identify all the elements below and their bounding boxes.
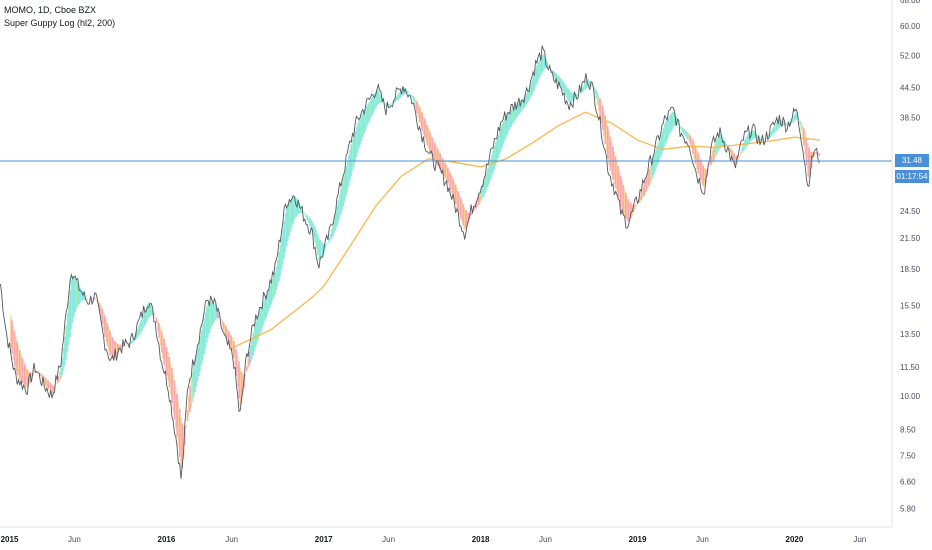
ma-200-line — [231, 111, 821, 349]
indicator-legend[interactable]: Super Guppy Log (hl2, 200) — [4, 18, 116, 28]
price-tick-label: 10.00 — [900, 392, 921, 401]
time-tick-label: 2017 — [315, 535, 333, 544]
price-tick-label: 21.50 — [900, 234, 921, 243]
bar-countdown-tag: 01:17:54 — [895, 170, 929, 183]
price-tick-label: 15.50 — [900, 301, 921, 310]
time-tick-label: 2020 — [786, 535, 804, 544]
price-tick-label: 6.60 — [900, 478, 916, 487]
price-tick-label: 68.00 — [900, 0, 921, 5]
price-tick-label: 18.50 — [900, 265, 921, 274]
price-tick-label: 8.50 — [900, 425, 916, 434]
price-tick-label: 7.50 — [900, 451, 916, 460]
current-price-tag: 31.48 — [895, 154, 929, 167]
price-scale: 68.00 60.00 52.00 44.50 38.50 24.50 21.50 18.50… — [900, 0, 921, 513]
price-tick-label: 38.50 — [900, 114, 921, 123]
time-tick-label: Jun — [382, 535, 395, 544]
time-tick-label: 2015 — [1, 535, 19, 544]
price-tick-label: 13.50 — [900, 330, 921, 339]
time-tick-label: 2016 — [158, 535, 176, 544]
ma-200-layer — [231, 111, 821, 349]
symbol-legend[interactable]: MOMO, 1D, Cboe BZX — [4, 5, 97, 15]
time-tick-label: Jun — [853, 535, 866, 544]
time-tick-label: Jun — [225, 535, 238, 544]
guppy-ribbons — [9, 54, 821, 469]
price-tick-label: 5.80 — [900, 504, 916, 513]
price-series-line — [0, 45, 820, 479]
time-tick-label: Jun — [68, 535, 81, 544]
price-tick-label: 60.00 — [900, 22, 921, 31]
time-scale: 2015 Jun 2016 Jun 2017 Jun 2018 Jun 2019 Jun 2020 J… — [1, 535, 867, 544]
time-tick-label: 2018 — [472, 535, 490, 544]
time-tick-label: 2019 — [629, 535, 647, 544]
price-layer — [0, 45, 820, 479]
price-tick-label: 24.50 — [900, 207, 921, 216]
price-tick-label: 52.00 — [900, 51, 921, 60]
time-tick-label: Jun — [539, 535, 552, 544]
price-tick-label: 11.50 — [900, 363, 920, 372]
price-tick-label: 44.50 — [900, 84, 921, 93]
time-tick-label: Jun — [696, 535, 709, 544]
